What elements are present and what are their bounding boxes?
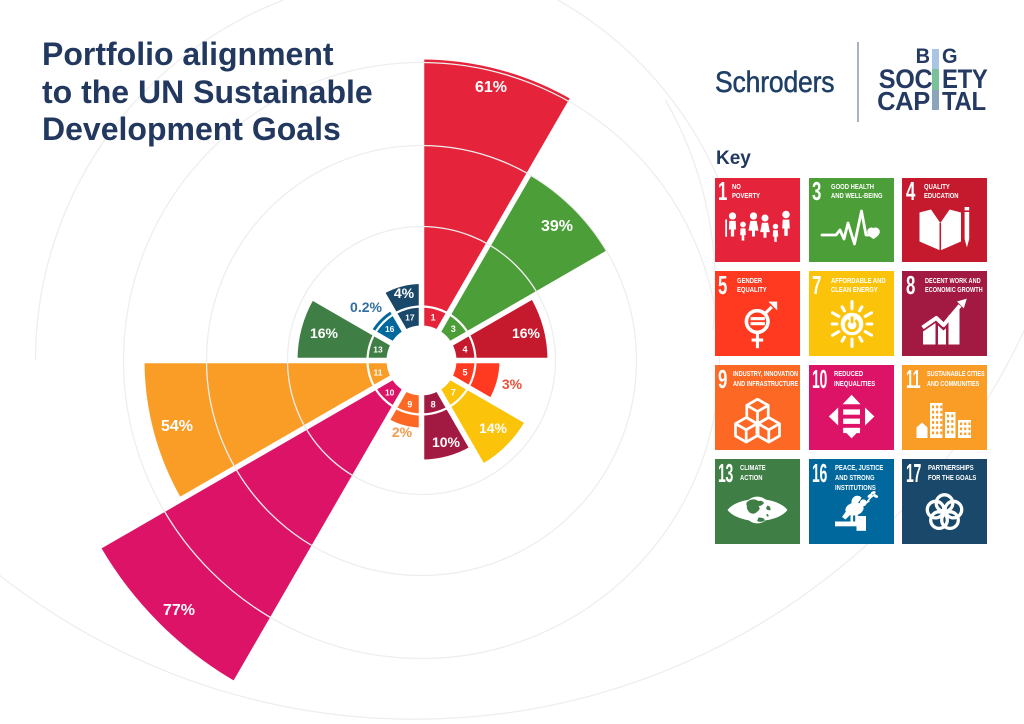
- svg-text:13: 13: [373, 344, 383, 354]
- svg-text:5: 5: [462, 368, 467, 378]
- svg-text:77%: 77%: [163, 602, 195, 619]
- svg-text:16%: 16%: [512, 325, 541, 341]
- svg-text:11: 11: [374, 368, 383, 378]
- svg-text:0.2%: 0.2%: [350, 299, 382, 315]
- svg-text:10%: 10%: [432, 434, 461, 450]
- svg-text:7: 7: [451, 388, 456, 398]
- svg-text:1: 1: [431, 312, 436, 322]
- svg-text:14%: 14%: [479, 420, 508, 436]
- svg-text:4: 4: [462, 344, 467, 354]
- svg-text:16%: 16%: [310, 325, 339, 341]
- svg-text:2%: 2%: [392, 424, 413, 440]
- svg-text:17: 17: [405, 312, 415, 322]
- svg-text:3: 3: [451, 324, 456, 334]
- svg-text:10: 10: [385, 388, 395, 398]
- svg-text:8: 8: [431, 399, 436, 409]
- svg-text:39%: 39%: [541, 218, 573, 235]
- svg-text:54%: 54%: [161, 418, 193, 435]
- svg-text:4%: 4%: [394, 285, 415, 301]
- svg-text:16: 16: [385, 324, 395, 334]
- svg-text:61%: 61%: [475, 79, 507, 96]
- svg-text:9: 9: [407, 399, 412, 409]
- svg-text:3%: 3%: [502, 376, 523, 392]
